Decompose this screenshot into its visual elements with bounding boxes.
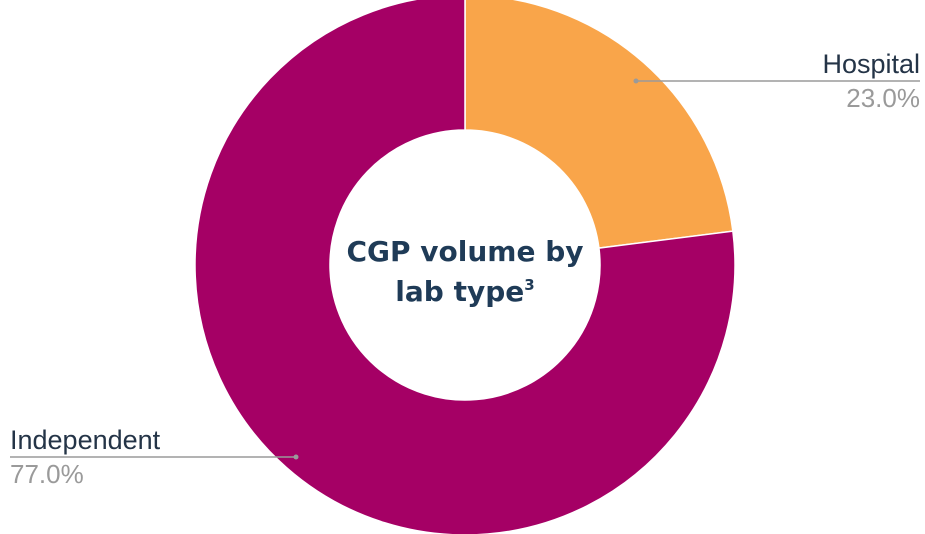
donut-slices (194, 0, 736, 534)
slice-label-hospital: Hospital (822, 49, 920, 79)
chart-title-line2-text: lab type (395, 275, 524, 308)
leader-dot-hospital (633, 78, 639, 84)
slice-value-independent: 77.0% (10, 459, 84, 489)
chart-title-line2: lab type3 (395, 275, 534, 308)
slice-value-hospital: 23.0% (846, 83, 920, 113)
leader-dot-independent (293, 454, 299, 460)
slice-independent (194, 0, 736, 534)
chart-title: CGP volume by (346, 235, 583, 268)
slice-hospital (464, 0, 734, 249)
slice-label-independent: Independent (10, 425, 161, 455)
chart-title-superscript: 3 (524, 276, 534, 294)
